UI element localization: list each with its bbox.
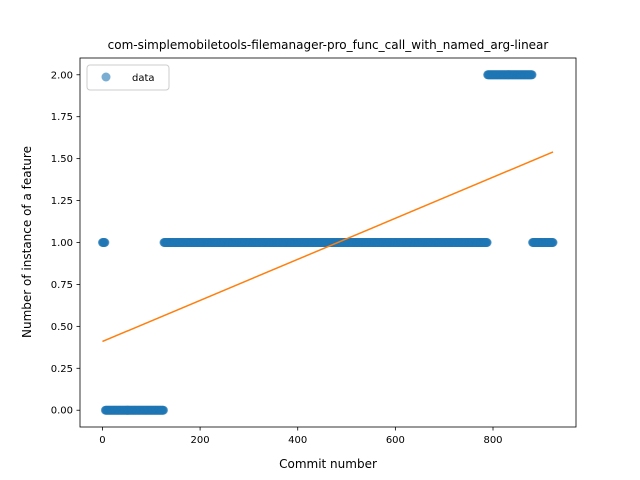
x-tick-label: 800 bbox=[483, 435, 502, 446]
data-point bbox=[527, 70, 537, 80]
data-point bbox=[158, 405, 168, 415]
data-point bbox=[482, 238, 492, 247]
x-tick-label: 0 bbox=[99, 435, 105, 446]
y-tick-label: 0.50 bbox=[51, 322, 73, 333]
y-tick-label: 1.00 bbox=[51, 238, 73, 249]
data-point-run bbox=[483, 70, 537, 80]
x-axis-label: Commit number bbox=[279, 457, 377, 471]
y-tick-label: 1.75 bbox=[51, 112, 73, 123]
x-tick-label: 400 bbox=[288, 435, 307, 446]
y-tick-label: 1.25 bbox=[51, 196, 73, 207]
y-tick-label: 0.00 bbox=[51, 406, 73, 417]
x-tick-label: 200 bbox=[191, 435, 210, 446]
legend-marker bbox=[101, 72, 111, 82]
legend: data bbox=[86, 64, 170, 91]
data-point-run bbox=[100, 405, 168, 415]
legend-box bbox=[86, 64, 170, 91]
chart-title: com-simplemobiletools-filemanager-pro_fu… bbox=[108, 38, 549, 52]
legend-label: data bbox=[132, 73, 155, 84]
y-axis-label: Number of instance of a feature bbox=[20, 146, 34, 338]
data-point-run bbox=[159, 238, 492, 247]
y-tick-label: 2.00 bbox=[51, 70, 73, 81]
data-point-run bbox=[528, 238, 558, 247]
x-tick-label: 600 bbox=[386, 435, 405, 446]
x-axis-ticks: 0 200 400 600 800 bbox=[99, 427, 503, 446]
data-point bbox=[100, 238, 110, 247]
plot-area bbox=[97, 70, 558, 415]
y-tick-label: 0.25 bbox=[51, 364, 73, 375]
trend-line bbox=[102, 151, 554, 343]
data-point-run bbox=[97, 238, 110, 247]
y-axis-ticks: 0.00 0.25 0.50 0.75 1.00 1.25 1.50 1.75 2.00 bbox=[51, 70, 80, 417]
y-tick-label: 0.75 bbox=[51, 280, 73, 291]
y-tick-label: 1.50 bbox=[51, 154, 73, 165]
data-point bbox=[548, 238, 558, 247]
